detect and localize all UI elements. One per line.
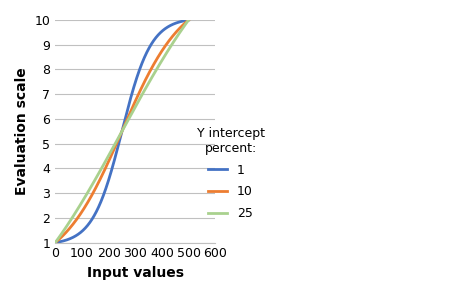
25 (159, 59, 164, 63)
Line: 10: 10 (55, 20, 188, 242)
1 (111, 160, 117, 163)
25 (186, 18, 191, 22)
25 (144, 84, 150, 88)
1 (159, 30, 164, 33)
10 (106, 158, 112, 162)
10 (111, 148, 117, 151)
1 (52, 241, 58, 244)
10 (52, 241, 58, 244)
1 (186, 18, 191, 22)
Line: 25: 25 (55, 20, 188, 242)
1 (156, 32, 162, 36)
10 (156, 53, 162, 57)
1 (106, 176, 112, 180)
1 (144, 50, 150, 54)
X-axis label: Input values: Input values (87, 266, 184, 280)
Y-axis label: Evaluation scale: Evaluation scale (15, 68, 29, 195)
25 (111, 144, 117, 148)
1 (66, 237, 72, 241)
Line: 1: 1 (55, 20, 188, 242)
10 (144, 76, 150, 79)
25 (106, 153, 112, 156)
25 (52, 241, 58, 244)
25 (66, 221, 72, 224)
Legend: 1, 10, 25: 1, 10, 25 (192, 122, 270, 225)
10 (186, 18, 191, 22)
10 (66, 227, 72, 231)
10 (159, 50, 164, 53)
25 (156, 63, 162, 67)
